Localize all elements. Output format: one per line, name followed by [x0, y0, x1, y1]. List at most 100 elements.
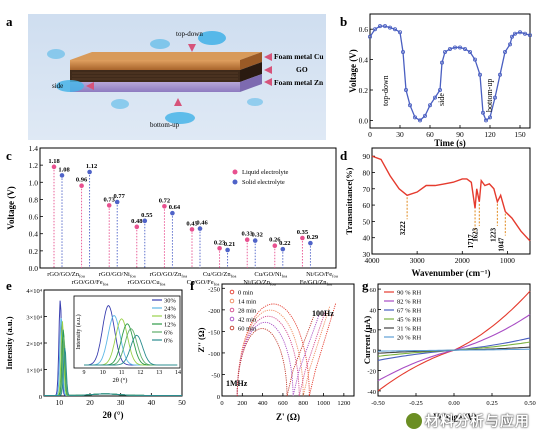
panel-d-xlabel: Wavenumber (cm⁻¹): [411, 268, 490, 278]
panel-b-ytick-label: 0.6: [359, 25, 369, 34]
panel-e-ytick-label: 2×10⁴: [26, 341, 42, 348]
panel-e-legend-label: 24%: [164, 306, 177, 313]
panel-b-xtick-label: 30: [396, 130, 404, 139]
panel-b-point: [377, 24, 382, 29]
panel-b-point: [400, 50, 405, 55]
panel-f-xlabel: Z' (Ω): [276, 412, 300, 422]
panel-f-annot-1mhz: 1MHz: [226, 379, 248, 388]
panel-b-point: [518, 30, 523, 35]
panel-g-xlabel: Voltage (V): [433, 412, 476, 422]
panel-g-legend-label: 90 % RH: [397, 290, 422, 297]
panel-b-annot-bottom-up: bottom-up: [485, 79, 494, 112]
panel-e-xtick-label: 30: [117, 398, 125, 407]
panel-b-point: [467, 50, 472, 55]
panel-g-xtick-label: 0.50: [524, 400, 535, 407]
panel-c-liquid-value: 0.96: [76, 177, 88, 184]
panel-c-xlabel-top: rGO/GO/Znfoa: [47, 271, 85, 279]
panel-f-legend-marker: [229, 316, 235, 322]
panel-f-xtick-label: 600: [278, 400, 288, 407]
panel-f-series-line: [236, 313, 320, 397]
panel-e-xlabel: 2θ (°): [102, 410, 123, 420]
panel-d-xtick-label: 2000: [455, 256, 470, 265]
panel-b-annot-top-down: top-down: [381, 75, 390, 106]
panel-d-peak-label: 1623: [471, 227, 479, 242]
panel-b-point: [477, 72, 482, 77]
panel-b-point: [407, 103, 412, 108]
panel-a-label: a: [6, 14, 13, 29]
panel-g-ytick-label: -40: [367, 389, 376, 396]
panel-b-label: b: [340, 14, 347, 29]
panel-f-ytick-label: -250: [208, 286, 220, 293]
panel-c-ytick-label: 1.4: [29, 144, 39, 153]
panel-b-point: [447, 46, 452, 51]
panel-f-xtick-label: 400: [258, 400, 268, 407]
panel-c-liquid-value: 1.18: [48, 158, 60, 165]
panel-c-legend-solid: Solid electrolyte: [242, 179, 285, 186]
panel-b-xlabel: Time (s): [434, 138, 466, 148]
panel-b-point: [457, 45, 462, 50]
panel-e-xtick-label: 10: [56, 398, 64, 407]
panel-c-solid-point: [170, 210, 175, 216]
panel-f-xtick-label: 1000: [317, 400, 330, 407]
panel-b-point: [422, 113, 427, 118]
panel-b-point: [462, 46, 467, 51]
panel-d-ytick-label: 70: [363, 185, 371, 194]
panel-b-xtick-label: 0: [368, 130, 372, 139]
panel-b-point: [442, 50, 447, 55]
panel-f-ytick-label: -200: [208, 308, 220, 315]
panel-c-liquid-point: [244, 237, 250, 243]
panel-c-solid-value: 1.08: [58, 166, 70, 173]
panel-g-ytick-label: 20: [370, 328, 377, 335]
panel-c-solid-value: 0.29: [307, 234, 319, 241]
panel-f-series-line: [236, 306, 331, 397]
panel-f-ytick-label: -100: [208, 351, 220, 358]
panel-f-legend-label: 28 min: [238, 308, 257, 315]
panel-c-solid-value: 0.21: [224, 241, 235, 248]
panel-b-xtick-label: 120: [484, 130, 496, 139]
panel-g-legend-label: 67 % RH: [397, 308, 422, 315]
panel-b-point: [523, 31, 528, 36]
panel-b-ylabel: Voltage (V): [348, 49, 358, 92]
panel-e-inset-ylabel: Intensity (a.u.): [75, 314, 82, 349]
panel-b-xtick-label: 90: [456, 130, 464, 139]
panel-c-xlabel-bottom: rGO/GO/Cufoa: [128, 279, 166, 287]
panel-c-solid-point: [197, 226, 203, 231]
panel-c-solid-value: 1.12: [86, 163, 97, 170]
panel-d-xtick-label: 4000: [365, 256, 380, 265]
panel-c-ytick-label: 0.4: [29, 230, 39, 239]
panel-c-xlabel-top: Ni/GO/Fefoa: [306, 271, 338, 279]
label-go: GO: [296, 65, 308, 74]
panel-g-ytick-label: -20: [367, 369, 376, 376]
panel-f: f Z'' (Ω) Z' (Ω) 0 200 400 600 800 1000 1200 -…: [190, 278, 355, 422]
watermark-logo-icon: [406, 413, 422, 429]
panel-e-ytick-label: 1×10⁴: [26, 368, 42, 375]
panel-c-solid-point: [59, 173, 65, 178]
panel-c-liquid-value: 0.45: [186, 220, 198, 227]
panel-c-liquid-point: [106, 203, 112, 208]
panel-c-liquid-value: 0.73: [104, 196, 116, 203]
panel-e-inset-xtick-label: 13: [156, 370, 162, 376]
panel-d: d Transmittance(%) Wavenumber (cm⁻¹) 400…: [340, 147, 531, 278]
panel-b-point: [452, 45, 457, 50]
panel-d-ytick-label: 80: [363, 168, 371, 177]
panel-c-solid-point: [142, 218, 148, 224]
panel-c-solid-value: 0.64: [169, 204, 181, 211]
panel-e-legend-label: 0%: [164, 338, 173, 345]
panel-d-ytick-label: 30: [363, 250, 371, 259]
panel-b-point: [437, 88, 442, 93]
panel-d-ytick-label: 60: [363, 201, 371, 210]
panel-d-peak-label: 3222: [399, 221, 407, 236]
panel-b-point: [492, 95, 497, 100]
panel-c-liquid-value: 0.26: [269, 237, 281, 244]
panel-c-legend-liquid: Liquid electrolyte: [242, 169, 289, 176]
panel-c-ylabel: Voltage (V): [6, 186, 16, 229]
panel-c-liquid-value: 0.23: [214, 239, 226, 246]
panel-e-inset-series-line: [84, 334, 178, 366]
panel-b-point: [502, 50, 507, 55]
panel-b-point: [392, 27, 397, 32]
panel-d-xtick-label: 1000: [500, 256, 515, 265]
panel-c-liquid-value: 0.72: [159, 197, 170, 204]
panel-g-ytick-label: 0: [373, 348, 376, 355]
panel-c-solid-value: 0.55: [141, 212, 153, 219]
panel-c-solid-value: 0.32: [252, 232, 263, 239]
